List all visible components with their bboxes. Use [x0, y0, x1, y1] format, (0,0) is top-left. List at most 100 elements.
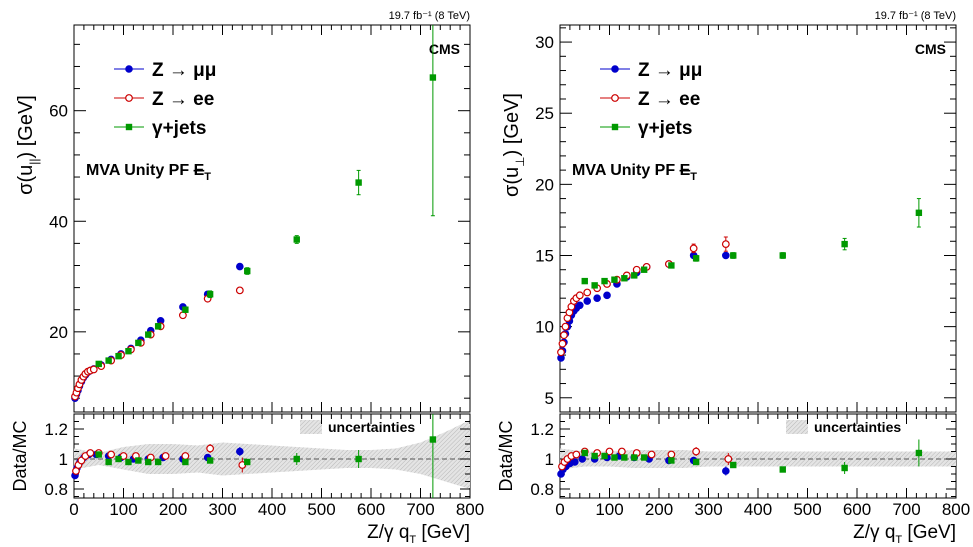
annotation-sub: T — [690, 171, 697, 183]
x-tick-label: 400 — [744, 500, 772, 519]
data-point — [841, 240, 848, 248]
data-point — [95, 360, 102, 368]
y-tick-label: 60 — [49, 102, 68, 121]
annotation-sub: T — [204, 171, 211, 183]
ratio-point — [293, 455, 300, 463]
x-axis-label-sub: T — [409, 534, 416, 546]
data-point — [722, 251, 730, 260]
series-open-circle — [557, 236, 730, 357]
x-tick-label: 0 — [555, 500, 564, 519]
uncertainty-band — [74, 420, 470, 489]
ratio-point — [86, 449, 95, 457]
y-tick-label: 10 — [535, 318, 554, 337]
ratio-point — [692, 458, 700, 466]
ratio-point — [668, 457, 675, 464]
data-point — [206, 291, 214, 298]
y-axis-label-sub: || — [27, 158, 41, 164]
x-axis-label: Z/γ qT [GeV] — [853, 522, 956, 546]
x-tick-label: 400 — [258, 500, 286, 519]
x-tick-label: 100 — [595, 500, 623, 519]
ratio-point — [841, 464, 848, 472]
x-tick-label: 700 — [406, 500, 434, 519]
x-tick-label: 800 — [942, 500, 970, 519]
series-square — [95, 25, 437, 368]
ratio-point — [647, 450, 656, 459]
ratio-y-axis-label: Data/MC — [496, 420, 516, 491]
y-axis-label: σ(u⊥) [GeV] — [501, 93, 527, 197]
ratio-point — [95, 451, 102, 458]
data-point — [105, 357, 112, 364]
ratio-point — [692, 447, 701, 456]
ratio-y-axis-label: Data/MC — [10, 420, 30, 491]
ratio-point — [145, 458, 152, 466]
legend-marker — [611, 65, 619, 73]
legend-entry: Z → μμ — [600, 60, 702, 81]
legend-label: Z → μμ — [638, 60, 702, 81]
uncertainty-legend-label: uncertainties — [328, 419, 415, 435]
data-point — [640, 266, 648, 273]
data-point — [293, 236, 300, 243]
data-point — [621, 275, 628, 282]
x-tick-label: 300 — [694, 500, 722, 519]
ratio-point — [915, 449, 923, 457]
ratio-point — [667, 450, 676, 459]
data-point — [575, 291, 584, 300]
uncertainty-band — [560, 448, 956, 470]
data-point — [576, 301, 584, 310]
legend-label: Z → ee — [152, 89, 214, 110]
legend-label: Z → μμ — [152, 60, 216, 81]
data-point — [89, 365, 98, 374]
ratio-point — [135, 457, 142, 464]
x-tick-label: 600 — [843, 500, 871, 519]
cms-label: CMS — [429, 41, 460, 57]
y-tick-label: 5 — [545, 389, 554, 408]
ratio-point — [730, 461, 737, 469]
annotation-met: E — [680, 162, 691, 179]
ratio-point — [631, 454, 638, 461]
annotation-main: MVA Unity PF — [86, 162, 194, 179]
data-point — [115, 352, 122, 360]
data-point — [244, 267, 251, 275]
ratio-series-square — [581, 439, 923, 474]
data-point — [583, 288, 592, 297]
legend-entry: Z → μμ — [114, 60, 216, 81]
data-point — [601, 277, 608, 285]
ratio-point — [206, 444, 215, 453]
x-tick-label: 700 — [892, 500, 920, 519]
legend-entry: Z → ee — [114, 89, 214, 110]
legend-label: Z → ee — [638, 89, 700, 110]
ratio-point — [429, 436, 437, 443]
data-point — [689, 244, 698, 253]
x-axis-label-sub: T — [895, 534, 902, 546]
ratio-point — [611, 454, 618, 461]
x-tick-label: 300 — [208, 500, 236, 519]
ratio-y-tick-label: 1.2 — [44, 420, 68, 439]
data-point — [581, 277, 588, 285]
ratio-point — [601, 452, 608, 460]
ratio-point — [571, 458, 579, 466]
ratio-point — [640, 454, 648, 461]
ratio-point — [115, 455, 122, 463]
data-point — [591, 282, 598, 289]
ratio-point — [154, 458, 162, 466]
ratio-y-tick-label: 1 — [59, 450, 68, 469]
lumi-label: 19.7 fb⁻¹ (8 TeV) — [875, 10, 956, 22]
legend-marker — [611, 123, 619, 131]
ratio-point — [206, 457, 214, 464]
panel-1: 20 40 60 19.7 fb⁻¹ (8 TeV) CMS σ(u||) [GeV] MV… — [10, 10, 484, 546]
y-tick-label: 20 — [535, 175, 554, 194]
data-point — [603, 291, 611, 300]
series-square — [581, 198, 923, 289]
data-point — [135, 339, 142, 347]
ratio-series-square — [95, 414, 437, 498]
data-point — [429, 74, 437, 81]
main-plot-frame — [73, 24, 471, 413]
algorithm-annotation: MVA Unity PF ET — [572, 162, 697, 183]
cms-label: CMS — [915, 41, 946, 57]
y-axis-label-tail: ) [GeV] — [501, 93, 523, 156]
algorithm-annotation: MVA Unity PF ET — [86, 162, 211, 183]
legend-marker — [611, 94, 619, 102]
legend-entry: γ+jets — [114, 118, 206, 139]
